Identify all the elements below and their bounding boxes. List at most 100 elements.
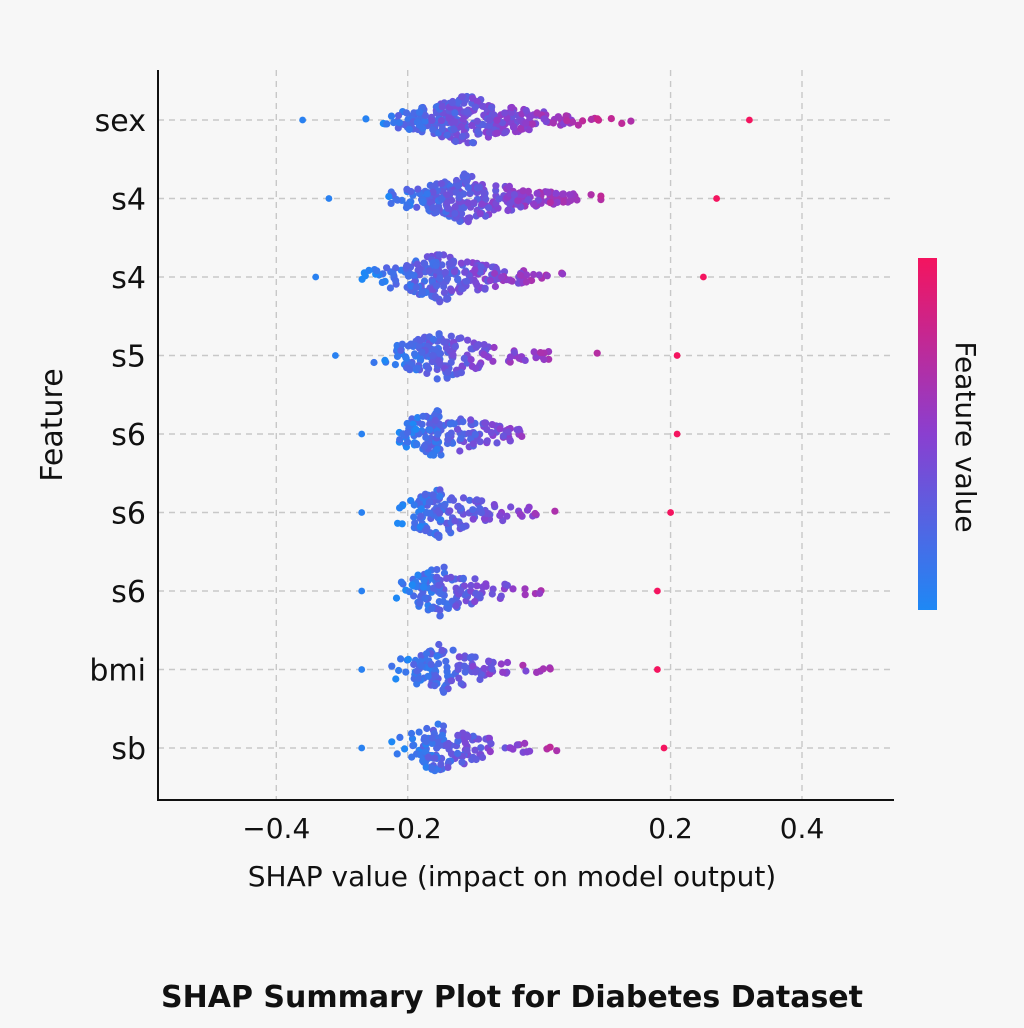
- shap-point: [429, 188, 437, 196]
- shap-point: [407, 187, 415, 196]
- shap-point: [442, 657, 450, 665]
- shap-point: [388, 662, 396, 670]
- shap-point: [504, 206, 512, 215]
- shap-point: [414, 185, 422, 193]
- shap-point: [436, 274, 444, 282]
- shap-point: [436, 349, 444, 357]
- shap-point: [419, 583, 428, 591]
- shap-point: [424, 753, 433, 761]
- shap-point: [436, 589, 444, 598]
- shap-point: [493, 116, 501, 124]
- shap-point: [435, 331, 443, 339]
- shap-point: [421, 527, 430, 535]
- shap-point: [449, 496, 458, 504]
- shap-point: [522, 278, 531, 286]
- shap-point: [410, 501, 418, 509]
- shap-point: [517, 124, 525, 132]
- shap-point: [501, 109, 509, 117]
- shap-point: [549, 119, 558, 127]
- shap-point: [514, 197, 522, 205]
- shap-point: [423, 363, 431, 371]
- shap-point: [567, 196, 575, 205]
- shap-point: [488, 421, 496, 429]
- shap-point: [358, 430, 366, 438]
- shap-point: [533, 189, 541, 197]
- shap-point: [434, 430, 442, 438]
- shap-point: [563, 117, 571, 125]
- shap-point: [443, 663, 451, 671]
- shap-point: [456, 191, 464, 200]
- shap-point: [418, 348, 426, 356]
- shap-point: [471, 103, 479, 111]
- shap-point: [438, 646, 446, 654]
- grid-lines: [158, 70, 894, 800]
- shap-point: [446, 507, 454, 515]
- shap-point: [476, 675, 484, 684]
- shap-point: [552, 189, 560, 197]
- shap-point: [362, 115, 370, 123]
- x-tick-label: 0.2: [648, 812, 693, 845]
- shap-point: [627, 117, 635, 125]
- shap-point: [498, 119, 507, 127]
- shap-point: [437, 760, 445, 769]
- shap-point: [433, 375, 441, 383]
- shap-point: [536, 349, 545, 357]
- shap-point: [487, 429, 495, 437]
- shap-point: [454, 665, 462, 674]
- shap-point: [420, 442, 428, 450]
- shap-point: [443, 295, 451, 303]
- shap-point: [530, 348, 538, 356]
- shap-point: [457, 586, 465, 594]
- feature-labels: sex s4 s4 s5 s6 s6 s6 bmi sb: [89, 104, 146, 767]
- shap-point: [459, 575, 467, 583]
- shap-point: [431, 672, 440, 680]
- shap-point: [526, 113, 534, 121]
- shap-point: [510, 191, 518, 199]
- shap-point: [460, 170, 468, 178]
- shap-point: [746, 116, 753, 124]
- shap-point: [469, 662, 477, 671]
- shap-point: [415, 728, 423, 736]
- shap-point: [519, 661, 527, 669]
- shap-point: [503, 581, 511, 590]
- shap-point: [383, 264, 391, 272]
- shap-point: [431, 682, 439, 690]
- shap-point: [524, 196, 533, 204]
- shap-point: [413, 203, 421, 211]
- shap-point: [464, 184, 472, 192]
- shap-point: [618, 119, 626, 127]
- shap-point: [449, 351, 457, 359]
- beeswarm-points: [299, 92, 753, 775]
- shap-point: [544, 189, 552, 197]
- shap-point: [388, 738, 396, 746]
- shap-point: [485, 204, 493, 212]
- shap-point: [451, 210, 459, 218]
- shap-point: [433, 652, 441, 660]
- shap-point: [413, 667, 421, 675]
- shap-point: [521, 356, 529, 364]
- shap-point: [516, 510, 524, 518]
- shap-point: [396, 733, 404, 742]
- shap-point: [429, 204, 437, 212]
- shap-point: [435, 640, 443, 649]
- shap-point: [587, 191, 595, 199]
- shap-point: [533, 109, 541, 117]
- shap-point: [455, 653, 463, 661]
- shap-point: [480, 189, 488, 197]
- shap-point: [461, 652, 469, 660]
- shap-point: [521, 591, 529, 599]
- shap-point: [587, 115, 596, 123]
- shap-point: [546, 199, 554, 207]
- shap-point: [312, 273, 320, 281]
- shap-point: [402, 354, 410, 362]
- shap-point: [437, 451, 445, 459]
- shap-point: [530, 200, 538, 209]
- shap-point: [607, 115, 615, 123]
- shap-point: [453, 425, 462, 433]
- shap-point: [437, 195, 446, 203]
- shap-point: [469, 515, 477, 523]
- shap-point: [471, 598, 479, 606]
- shap-point: [457, 285, 466, 293]
- shap-point: [450, 125, 458, 134]
- shap-point: [483, 437, 491, 445]
